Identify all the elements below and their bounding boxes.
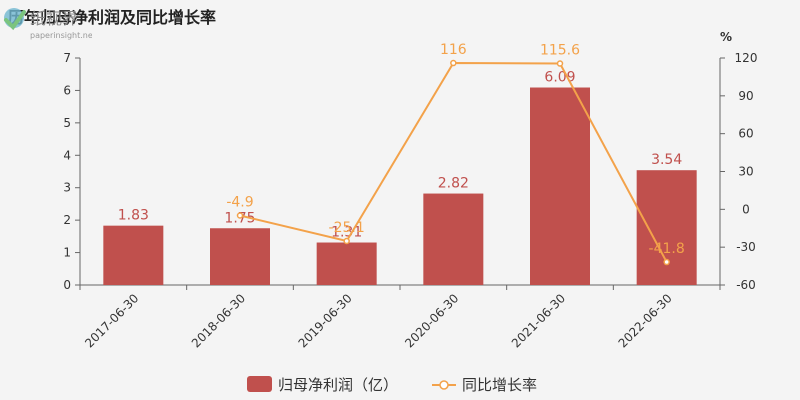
left-axis-tick-label: 6 — [63, 83, 71, 97]
svg-text:paperinsight.net: paperinsight.net — [30, 31, 92, 40]
growth-rate-data-label: 116 — [440, 42, 467, 58]
legend-line-marker — [439, 380, 449, 390]
right-axis-tick-label: 60 — [738, 127, 753, 141]
bar — [423, 193, 484, 285]
x-axis-tick-label: 2019-06-30 — [296, 291, 355, 350]
right-axis-tick-label: 120 — [735, 51, 758, 65]
bar — [316, 242, 377, 285]
left-axis-tick-label: 7 — [63, 51, 71, 65]
bar-data-label: 1.83 — [118, 208, 149, 224]
bar — [103, 225, 164, 285]
left-axis-tick-label: 5 — [63, 116, 71, 130]
right-axis-tick-label: -60 — [736, 278, 756, 292]
chart-title: 历年归母净利润及同比增长率 — [8, 8, 217, 27]
growth-rate-data-label: -25.1 — [329, 220, 365, 236]
x-axis-tick-label: 2020-06-30 — [402, 291, 461, 350]
bar — [530, 87, 590, 285]
svg-text:纸视界: 纸视界 — [30, 9, 78, 28]
right-axis-unit: % — [720, 30, 732, 44]
legend-bar-swatch — [247, 376, 272, 392]
growth-rate-data-label: -41.8 — [649, 241, 685, 257]
growth-rate-data-label: -4.9 — [226, 195, 253, 211]
x-axis-tick-label: 2022-06-30 — [616, 291, 675, 350]
bar — [636, 170, 697, 285]
bar-data-label: 6.09 — [544, 70, 575, 86]
right-axis-tick-label: 0 — [742, 202, 750, 216]
watermark-logo: 纸视界 paperinsight.net — [4, 8, 92, 40]
growth-rate-point — [450, 59, 457, 67]
bar-data-label: 2.82 — [438, 176, 469, 192]
legend-line-label: 同比增长率 — [462, 376, 537, 394]
right-axis-tick-label: 90 — [738, 89, 753, 103]
growth-rate-point — [556, 60, 564, 67]
growth-rate-point — [236, 212, 244, 219]
growth-rate-point — [343, 237, 350, 245]
right-axis-tick-label: -30 — [736, 240, 756, 254]
right-axis-tick-label: 30 — [738, 165, 753, 179]
x-axis-tick-label: 2021-06-30 — [509, 291, 568, 350]
bar — [210, 228, 270, 285]
bar-data-label: 3.54 — [651, 152, 682, 168]
left-axis-tick-label: 3 — [63, 181, 71, 195]
x-axis-tick-label: 2018-06-30 — [189, 291, 248, 350]
left-axis-tick-label: 4 — [63, 148, 71, 162]
growth-rate-point — [663, 258, 670, 266]
left-axis-tick-label: 1 — [63, 246, 71, 260]
left-axis-tick-label: 0 — [63, 278, 71, 292]
left-axis-tick-label: 2 — [63, 213, 71, 227]
x-axis-tick-label: 2017-06-30 — [82, 291, 141, 350]
growth-rate-data-label: 115.6 — [540, 43, 580, 59]
legend-bar-label: 归母净利润（亿） — [278, 376, 398, 394]
